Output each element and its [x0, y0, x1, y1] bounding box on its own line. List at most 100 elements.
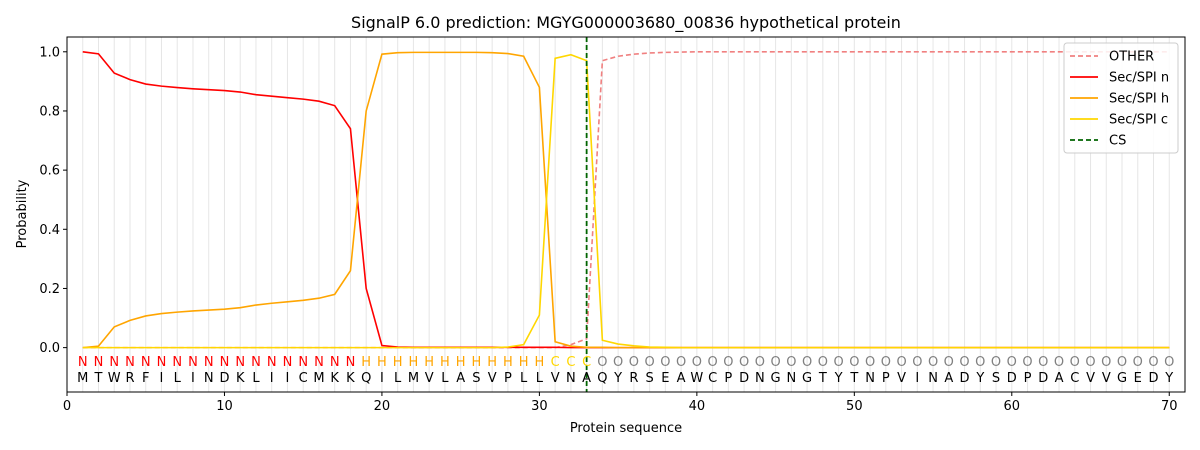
- residue-label: G: [771, 371, 781, 386]
- region-label: O: [818, 355, 828, 370]
- residue-label: L: [252, 371, 260, 386]
- legend: OTHER Sec/SPI n Sec/SPI h Sec/SPI c CS: [1063, 42, 1179, 154]
- region-label: O: [1022, 355, 1032, 370]
- residue-label: D: [219, 371, 229, 386]
- legend-box: [1063, 42, 1179, 154]
- residue-label: L: [520, 371, 528, 386]
- residue-label: S: [992, 371, 1000, 386]
- residue-label: G: [802, 371, 812, 386]
- residue-label: V: [488, 371, 497, 386]
- y-tick-label: 0.4: [39, 223, 60, 238]
- residue-label: V: [551, 371, 560, 386]
- plot-frame: [66, 36, 1186, 393]
- residue-label: S: [472, 371, 480, 386]
- region-label: H: [424, 355, 434, 370]
- legend-entry: Sec/SPI c: [1109, 113, 1168, 128]
- residue-label: E: [1134, 371, 1142, 386]
- region-label: O: [1085, 355, 1095, 370]
- x-tick-label: 60: [1004, 399, 1021, 414]
- residue-label: P: [724, 371, 732, 386]
- y-axis-title: Probability: [15, 179, 30, 248]
- region-label: H: [503, 355, 513, 370]
- residue-label: L: [394, 371, 402, 386]
- residue-label: A: [582, 371, 591, 386]
- residue-label: L: [536, 371, 544, 386]
- region-label: N: [94, 355, 104, 370]
- y-tick-label: 0.2: [39, 282, 60, 297]
- residue-label: Y: [834, 371, 843, 386]
- region-label: O: [959, 355, 969, 370]
- x-axis-title: Protein sequence: [570, 421, 682, 436]
- region-label: O: [755, 355, 765, 370]
- region-label: O: [991, 355, 1001, 370]
- region-label: N: [220, 355, 230, 370]
- region-label: O: [865, 355, 875, 370]
- residue-label: N: [755, 371, 765, 386]
- region-label: N: [204, 355, 214, 370]
- y-tick-label: 0.0: [39, 341, 60, 356]
- region-label: N: [172, 355, 182, 370]
- region-label: O: [912, 355, 922, 370]
- residue-label: N: [566, 371, 576, 386]
- residue-label: T: [94, 371, 103, 386]
- residue-label: P: [504, 371, 512, 386]
- residue-label: Y: [975, 371, 984, 386]
- region-label: C: [582, 355, 591, 370]
- residue-label: K: [330, 371, 339, 386]
- residue-label: D: [1038, 371, 1048, 386]
- region-label: O: [881, 355, 891, 370]
- region-label: C: [551, 355, 560, 370]
- x-tick-label: 50: [846, 399, 863, 414]
- x-axis: 0 10 20 30 40 50 60 70: [63, 392, 1178, 414]
- residue-label: D: [1007, 371, 1017, 386]
- residue-label: L: [441, 371, 449, 386]
- residue-label: D: [1148, 371, 1158, 386]
- residue-label: I: [160, 371, 164, 386]
- legend-entry: OTHER: [1109, 50, 1154, 65]
- residue-label: L: [174, 371, 182, 386]
- series-line-1: [82, 50, 1170, 349]
- region-label: N: [109, 355, 119, 370]
- x-tick-label: 0: [63, 399, 71, 414]
- y-tick-label: 1.0: [39, 45, 60, 60]
- residue-label: I: [915, 371, 919, 386]
- x-tick-label: 20: [374, 399, 391, 414]
- region-label: O: [1148, 355, 1158, 370]
- region-label: H: [519, 355, 529, 370]
- region-label: N: [125, 355, 135, 370]
- region-label: O: [944, 355, 954, 370]
- region-label: O: [896, 355, 906, 370]
- residue-label: I: [270, 371, 274, 386]
- region-label: O: [692, 355, 702, 370]
- residue-label: K: [346, 371, 355, 386]
- residue-label: T: [849, 371, 858, 386]
- residue-label: M: [313, 371, 324, 386]
- residue-label: E: [661, 371, 669, 386]
- region-label: O: [629, 355, 639, 370]
- region-label: O: [613, 355, 623, 370]
- residue-label: S: [645, 371, 653, 386]
- residue-label: N: [786, 371, 796, 386]
- region-label: O: [1117, 355, 1127, 370]
- region-label: O: [833, 355, 843, 370]
- series-line-0: [82, 50, 1170, 349]
- residue-label: Y: [613, 371, 622, 386]
- region-label: O: [1007, 355, 1017, 370]
- residue-label: A: [1055, 371, 1064, 386]
- series-layer: [82, 37, 1170, 392]
- residue-label: G: [1117, 371, 1127, 386]
- residue-label: A: [944, 371, 953, 386]
- residue-label: M: [77, 371, 88, 386]
- residue-label: I: [191, 371, 195, 386]
- residue-label: R: [125, 371, 134, 386]
- region-label: N: [267, 355, 277, 370]
- region-label: H: [472, 355, 482, 370]
- residue-label: K: [236, 371, 245, 386]
- region-label: N: [298, 355, 308, 370]
- residue-label: M: [408, 371, 419, 386]
- region-label: H: [456, 355, 466, 370]
- region-label: O: [660, 355, 670, 370]
- residue-label: R: [629, 371, 638, 386]
- y-tick-label: 0.8: [39, 104, 60, 119]
